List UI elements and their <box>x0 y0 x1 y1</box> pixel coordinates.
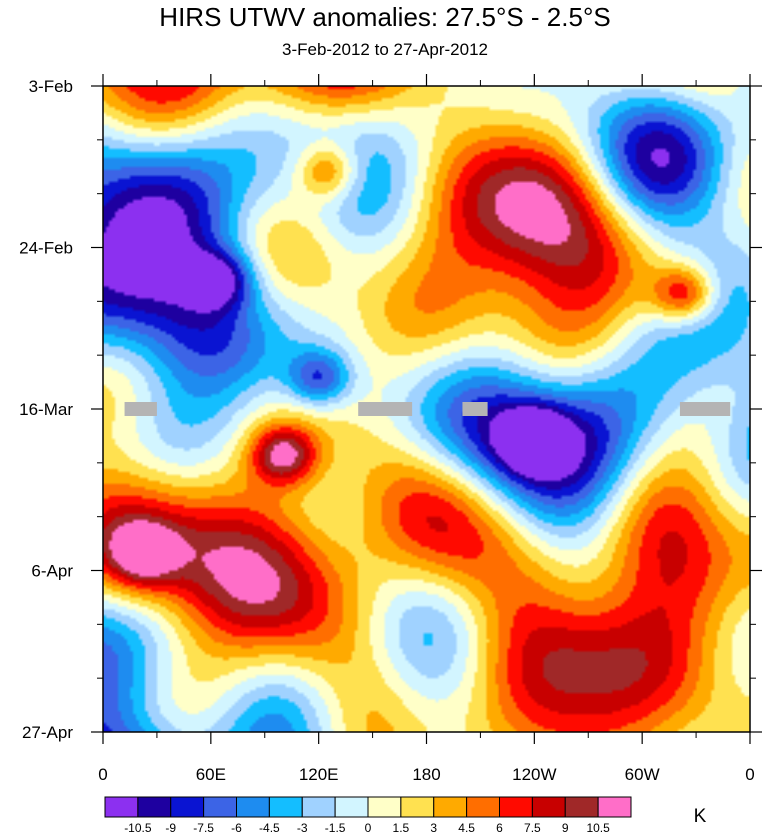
colorbar-label: -10.5 <box>124 821 152 834</box>
colorbar-label: -1.5 <box>325 821 346 834</box>
colorbar-swatch <box>334 796 369 818</box>
y-tick-label: 3-Feb <box>29 77 73 96</box>
colorbar-swatch <box>400 796 435 818</box>
colorbar-swatch <box>170 796 205 818</box>
x-tick-label: 0 <box>745 765 754 784</box>
colorbar-swatch <box>499 796 533 818</box>
missing-data-bar <box>358 402 413 416</box>
colorbar-label: 9 <box>562 821 569 834</box>
colorbar-label: -7.5 <box>193 821 214 834</box>
y-tick-label: 27-Apr <box>22 723 73 742</box>
colorbar: -10.5 -9 -7.5 -6 -4.5 -3 -1.5 0 1.5 3 4.5 6 7.5 9 10.5… <box>104 796 707 834</box>
anomaly-heatmap <box>103 86 750 732</box>
colorbar-swatch <box>301 796 336 818</box>
colorbar-swatch <box>597 796 632 818</box>
chart-title: HIRS UTWV anomalies: 27.5°S - 2.5°S <box>159 2 611 32</box>
colorbar-label: 10.5 <box>586 821 610 834</box>
colorbar-label: 0 <box>365 821 372 834</box>
missing-data-layer <box>124 402 731 416</box>
colorbar-label: -3 <box>297 821 308 834</box>
colorbar-swatch <box>104 796 139 818</box>
colorbar-label: -6 <box>231 821 242 834</box>
colorbar-label: 7.5 <box>524 821 541 834</box>
colorbar-swatch <box>531 796 566 818</box>
colorbar-swatch <box>433 796 468 818</box>
colorbar-swatch <box>203 796 237 818</box>
x-tick-label: 120E <box>299 765 339 784</box>
colorbar-swatch <box>268 796 303 818</box>
x-tick-label: 60E <box>196 765 226 784</box>
colorbar-swatch <box>564 796 599 818</box>
missing-data-bar <box>679 402 731 416</box>
axes: 0 60E 120E 180 120W 60W 0 3-Feb 24-Feb 16-Mar 6-Ap… <box>19 74 762 784</box>
colorbar-unit-label: K <box>694 806 707 827</box>
missing-data-bar <box>124 402 157 416</box>
y-tick-label: 6-Apr <box>31 562 73 581</box>
colorbar-swatch <box>466 796 500 818</box>
x-tick-label: 0 <box>98 765 107 784</box>
missing-data-bar <box>462 402 488 416</box>
plot-area <box>102 85 751 733</box>
y-tick-label: 16-Mar <box>19 400 73 419</box>
colorbar-swatch <box>367 796 402 818</box>
colorbar-label: -4.5 <box>259 821 280 834</box>
colorbar-label: 3 <box>430 821 437 834</box>
colorbar-label: 6 <box>496 821 503 834</box>
colorbar-swatch <box>236 796 270 818</box>
y-tick-label: 24-Feb <box>19 239 73 258</box>
x-tick-label: 60W <box>625 765 660 784</box>
colorbar-label: -9 <box>165 821 176 834</box>
colorbar-label: 1.5 <box>393 821 410 834</box>
x-tick-label: 120W <box>512 765 556 784</box>
chart-subtitle: 3-Feb-2012 to 27-Apr-2012 <box>281 40 489 59</box>
x-tick-label: 180 <box>412 765 440 784</box>
colorbar-swatch <box>137 796 172 818</box>
colorbar-label: 4.5 <box>458 821 475 834</box>
